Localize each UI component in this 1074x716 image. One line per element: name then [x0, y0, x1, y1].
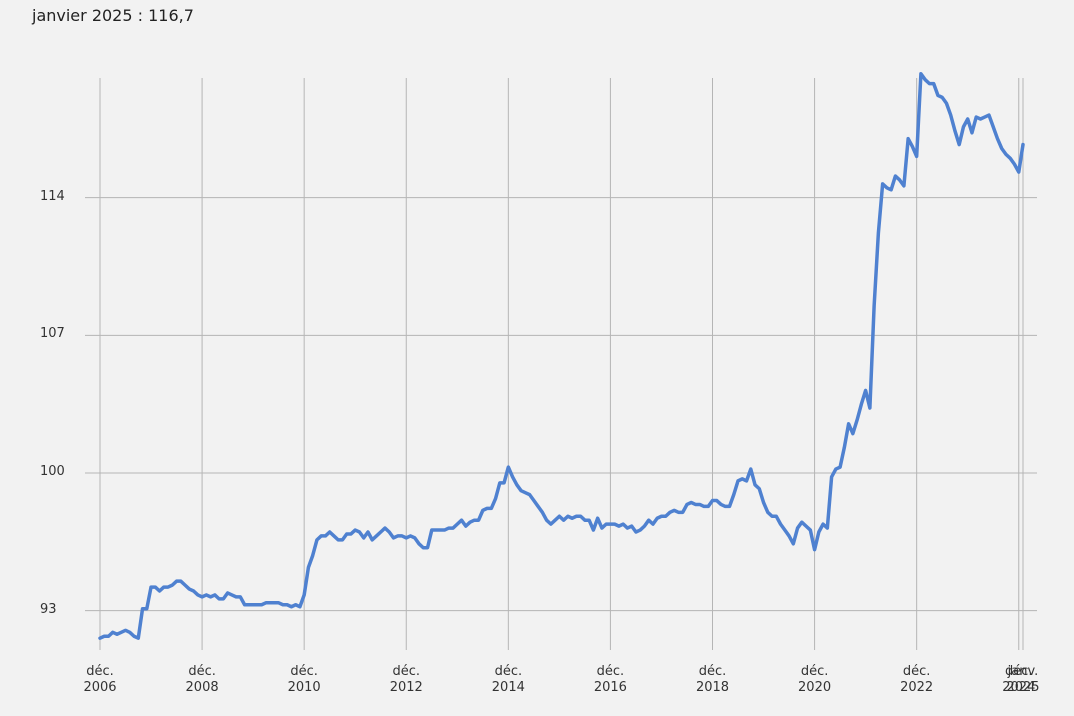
x-tick-label: déc. 2014 [491, 664, 525, 695]
x-tick-label: déc. 2020 [798, 664, 832, 695]
data-line [98, 72, 1025, 640]
y-tick-label: 100 [40, 464, 65, 479]
x-tick-label: déc. 2018 [695, 664, 730, 695]
x-tick-label: déc. 2024 [1002, 664, 1036, 695]
x-tick-label: déc. 2016 [593, 664, 627, 695]
chart-title: janvier 2025 : 116,7 [32, 6, 194, 25]
x-tick-label: déc. 2006 [83, 664, 117, 695]
y-tick-label: 93 [40, 601, 57, 617]
x-tick-label: janv. 2025 [1006, 664, 1040, 695]
y-tick-label: 114 [40, 188, 65, 204]
x-tick-label: déc. 2010 [287, 664, 321, 695]
x-tick-label: déc. 2022 [900, 664, 934, 695]
x-tick-label: déc. 2012 [389, 664, 423, 695]
x-tick-label: déc. 2008 [185, 664, 219, 695]
y-tick-label: 107 [40, 326, 65, 342]
